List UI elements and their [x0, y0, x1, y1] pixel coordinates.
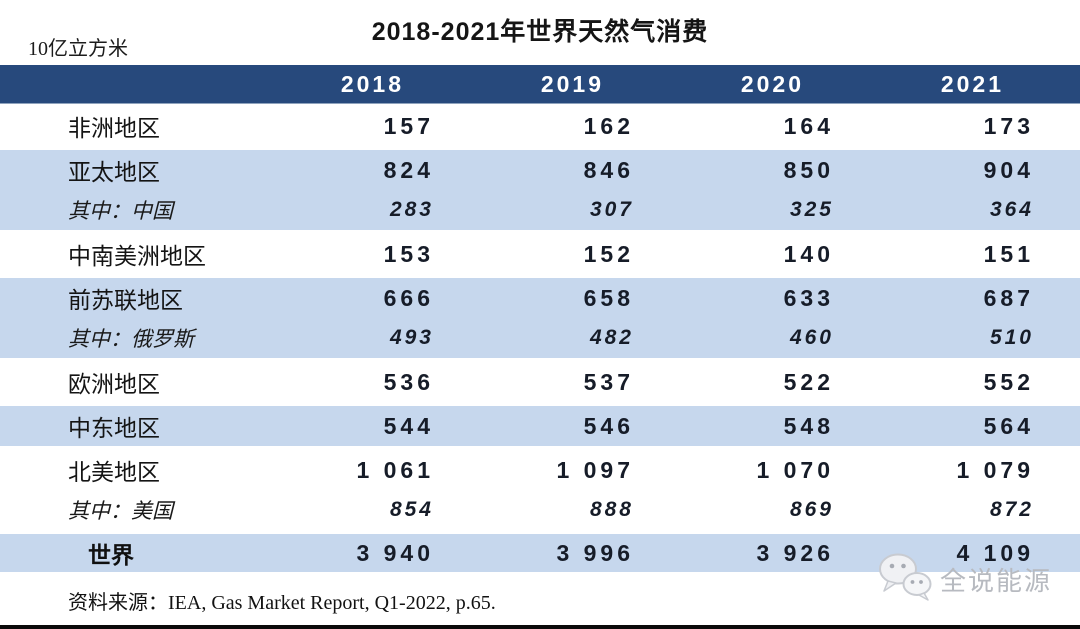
value-cell: 1 079 — [956, 456, 1034, 483]
column-header-2018: 2018 — [340, 70, 404, 97]
value-cell: 846 — [583, 156, 634, 183]
value-cell: 666 — [383, 284, 434, 311]
page-title: 2018-2021年世界天然气消费 — [371, 18, 709, 46]
row-label: 中东地区 — [68, 416, 160, 441]
value-cell: 872 — [989, 498, 1034, 521]
value-cell: 153 — [383, 240, 434, 267]
value-cell: 564 — [983, 412, 1034, 439]
value-cell: 4 109 — [956, 539, 1034, 566]
value-cell: 854 — [389, 498, 434, 521]
value-cell: 283 — [389, 198, 434, 221]
table-row-former-soviet-union: 前苏联地区 666 658 633 687 其中：俄罗斯 493 482 460… — [0, 278, 1080, 358]
table-row-middle-east: 中东地区 544 546 548 564 — [0, 406, 1080, 446]
value-cell: 482 — [589, 326, 634, 349]
source-note: 资料来源：IEA, Gas Market Report, Q1-2022, p.… — [68, 592, 496, 614]
value-cell: 824 — [383, 156, 434, 183]
table-subrow-china: 其中：中国 283 307 325 364 — [0, 190, 1080, 230]
row-label: 其中：中国 — [68, 199, 173, 223]
row-label: 前苏联地区 — [68, 288, 183, 313]
table-header-row: 2018 2019 2020 2021 — [0, 65, 1080, 104]
row-label: 北美地区 — [68, 460, 160, 485]
value-cell: 536 — [383, 368, 434, 395]
column-header-2020: 2020 — [740, 70, 804, 97]
row-label: 欧洲地区 — [68, 372, 160, 397]
row-label: 中南美洲地区 — [68, 244, 206, 269]
value-cell: 162 — [583, 112, 634, 139]
row-label: 其中：俄罗斯 — [68, 327, 194, 351]
value-cell: 904 — [983, 156, 1034, 183]
bottom-border-bar — [0, 625, 1080, 629]
value-cell: 546 — [583, 412, 634, 439]
value-cell: 3 926 — [756, 539, 834, 566]
value-cell: 173 — [983, 112, 1034, 139]
table-row-europe: 欧洲地区 536 537 522 552 — [0, 362, 1080, 402]
value-cell: 633 — [783, 284, 834, 311]
value-cell: 307 — [589, 198, 634, 221]
watermark: 全说能源 — [876, 552, 1052, 607]
wechat-icon — [876, 552, 934, 607]
table-row-central-south-america: 中南美洲地区 153 152 140 151 — [0, 234, 1080, 274]
value-cell: 552 — [983, 368, 1034, 395]
row-label: 非洲地区 — [68, 116, 160, 141]
value-cell: 522 — [783, 368, 834, 395]
value-cell: 850 — [783, 156, 834, 183]
value-cell: 152 — [583, 240, 634, 267]
value-cell: 151 — [983, 240, 1034, 267]
value-cell: 364 — [989, 198, 1034, 221]
value-cell: 544 — [383, 412, 434, 439]
watermark-text: 全说能源 — [940, 566, 1053, 596]
value-cell: 460 — [789, 326, 834, 349]
table-subrow-russia: 其中：俄罗斯 493 482 460 510 — [0, 318, 1080, 358]
value-cell: 3 940 — [356, 539, 434, 566]
value-cell: 3 996 — [556, 539, 634, 566]
value-cell: 164 — [783, 112, 834, 139]
column-header-2019: 2019 — [540, 70, 604, 97]
value-cell: 1 097 — [556, 456, 634, 483]
value-cell: 157 — [383, 112, 434, 139]
value-cell: 1 070 — [756, 456, 834, 483]
table-row-world-total: 世界 3 940 3 996 3 926 4 109 — [0, 534, 1080, 572]
column-header-2021: 2021 — [940, 70, 1004, 97]
row-label: 世界 — [88, 542, 134, 568]
value-cell: 493 — [389, 326, 434, 349]
gas-consumption-table: 2018 2019 2020 2021 非洲地区 157 162 164 173… — [0, 65, 1080, 572]
value-cell: 325 — [789, 198, 834, 221]
value-cell: 537 — [583, 368, 634, 395]
value-cell: 1 061 — [356, 456, 434, 483]
table-row-africa: 非洲地区 157 162 164 173 — [0, 106, 1080, 146]
row-label: 亚太地区 — [68, 160, 160, 185]
value-cell: 140 — [783, 240, 834, 267]
table-row-north-america: 北美地区 1 061 1 097 1 070 1 079 其中：美国 854 8… — [0, 450, 1080, 530]
value-cell: 869 — [789, 498, 834, 521]
unit-label: 10亿立方米 — [28, 38, 128, 60]
table-row-asia-pacific: 亚太地区 824 846 850 904 其中：中国 283 307 325 3… — [0, 150, 1080, 230]
value-cell: 548 — [783, 412, 834, 439]
value-cell: 687 — [983, 284, 1034, 311]
value-cell: 510 — [989, 326, 1034, 349]
value-cell: 658 — [583, 284, 634, 311]
value-cell: 888 — [589, 498, 634, 521]
row-label: 其中：美国 — [68, 499, 173, 523]
table-subrow-usa: 其中：美国 854 888 869 872 — [0, 490, 1080, 530]
